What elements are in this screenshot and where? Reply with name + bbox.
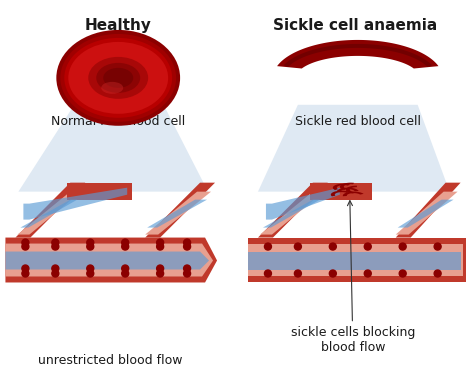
Polygon shape: [147, 200, 207, 227]
Ellipse shape: [60, 34, 176, 122]
Polygon shape: [248, 243, 463, 276]
Circle shape: [52, 270, 59, 277]
Circle shape: [183, 270, 191, 277]
Circle shape: [399, 243, 406, 250]
Polygon shape: [337, 188, 359, 191]
Circle shape: [22, 243, 29, 250]
Circle shape: [434, 243, 441, 250]
Circle shape: [156, 270, 164, 277]
Circle shape: [87, 270, 94, 277]
Text: Healthy: Healthy: [85, 18, 152, 33]
Ellipse shape: [103, 68, 133, 88]
Polygon shape: [283, 44, 432, 67]
Text: sickle cells blocking
blood flow: sickle cells blocking blood flow: [291, 201, 415, 354]
Circle shape: [294, 270, 301, 277]
Polygon shape: [340, 183, 354, 190]
Ellipse shape: [101, 82, 123, 94]
Circle shape: [87, 265, 94, 272]
Circle shape: [122, 270, 129, 277]
Circle shape: [364, 270, 371, 277]
Circle shape: [87, 243, 94, 250]
Circle shape: [122, 239, 129, 246]
Circle shape: [52, 239, 59, 246]
Polygon shape: [331, 191, 350, 196]
Polygon shape: [5, 252, 209, 269]
Polygon shape: [266, 188, 340, 220]
Circle shape: [183, 243, 191, 250]
Polygon shape: [396, 192, 457, 234]
Polygon shape: [398, 200, 454, 227]
Circle shape: [156, 243, 164, 250]
Polygon shape: [16, 183, 85, 237]
Circle shape: [434, 270, 441, 277]
Polygon shape: [248, 252, 461, 269]
Circle shape: [22, 239, 29, 246]
Polygon shape: [67, 183, 132, 200]
Ellipse shape: [56, 30, 180, 126]
Circle shape: [329, 243, 337, 250]
Polygon shape: [18, 192, 81, 234]
Polygon shape: [310, 183, 372, 200]
Circle shape: [264, 270, 272, 277]
Polygon shape: [18, 108, 208, 192]
Polygon shape: [5, 237, 217, 282]
Polygon shape: [263, 200, 320, 227]
Polygon shape: [145, 183, 215, 237]
Circle shape: [329, 270, 337, 277]
Polygon shape: [277, 40, 438, 69]
Circle shape: [294, 243, 301, 250]
Circle shape: [87, 239, 94, 246]
Text: Sickle cell anaemia: Sickle cell anaemia: [273, 18, 437, 33]
Polygon shape: [260, 192, 324, 234]
Ellipse shape: [88, 57, 148, 99]
Polygon shape: [5, 243, 213, 276]
Circle shape: [183, 265, 191, 272]
Text: unrestricted blood flow: unrestricted blood flow: [38, 354, 182, 367]
Circle shape: [156, 239, 164, 246]
Polygon shape: [333, 184, 350, 190]
Polygon shape: [343, 192, 364, 196]
Polygon shape: [145, 192, 211, 234]
Ellipse shape: [68, 42, 168, 114]
Circle shape: [122, 265, 129, 272]
Ellipse shape: [64, 38, 172, 118]
Text: Normal red blood cell: Normal red blood cell: [51, 115, 185, 128]
Polygon shape: [23, 188, 127, 220]
Circle shape: [22, 265, 29, 272]
Circle shape: [156, 265, 164, 272]
Circle shape: [52, 243, 59, 250]
Circle shape: [22, 270, 29, 277]
Circle shape: [364, 243, 371, 250]
Text: Sickle red blood cell: Sickle red blood cell: [295, 115, 421, 128]
Circle shape: [52, 265, 59, 272]
Polygon shape: [346, 186, 357, 193]
Polygon shape: [248, 237, 465, 282]
Polygon shape: [396, 183, 461, 237]
Polygon shape: [258, 105, 450, 192]
Polygon shape: [258, 183, 328, 237]
Ellipse shape: [96, 63, 140, 93]
Circle shape: [264, 243, 272, 250]
Circle shape: [183, 239, 191, 246]
Circle shape: [399, 270, 406, 277]
Polygon shape: [20, 200, 77, 227]
Circle shape: [122, 243, 129, 250]
